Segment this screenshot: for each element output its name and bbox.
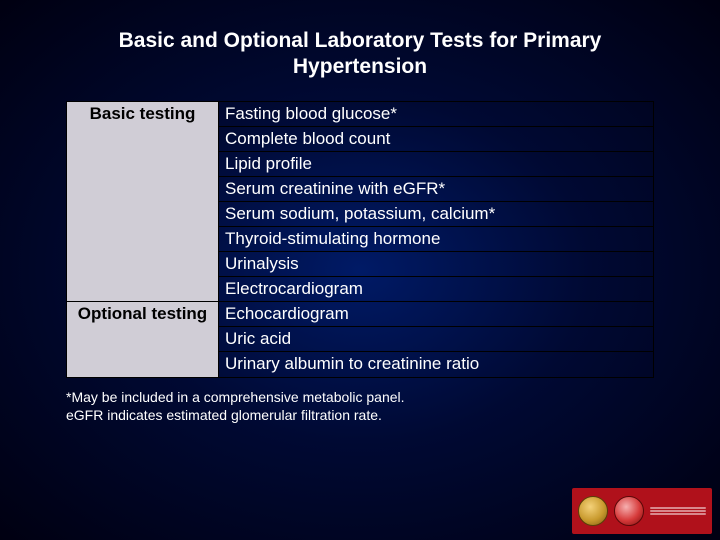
footnote-line-2: eGFR indicates estimated glomerular filt… — [66, 406, 654, 424]
footnote-line-1: *May be included in a comprehensive meta… — [66, 388, 654, 406]
test-cell: Electrocardiogram — [219, 277, 654, 302]
section-header: Basic testing — [67, 101, 219, 302]
test-cell: Uric acid — [219, 327, 654, 352]
test-cell: Complete blood count — [219, 126, 654, 151]
test-cell: Urinary albumin to creatinine ratio — [219, 352, 654, 377]
footer-badge — [572, 488, 712, 534]
badge-text-line — [650, 507, 706, 509]
test-cell: Urinalysis — [219, 252, 654, 277]
test-cell: Thyroid-stimulating hormone — [219, 226, 654, 251]
footnote: *May be included in a comprehensive meta… — [66, 388, 654, 424]
test-cell: Serum sodium, potassium, calcium* — [219, 201, 654, 226]
slide-title: Basic and Optional Laboratory Tests for … — [0, 0, 720, 95]
seal-icon — [578, 496, 608, 526]
lab-tests-table: Basic testingFasting blood glucose*Compl… — [66, 101, 654, 378]
table-body: Basic testingFasting blood glucose*Compl… — [67, 101, 654, 377]
badge-text-line — [650, 510, 706, 512]
badge-text-placeholder — [650, 507, 706, 515]
test-cell: Fasting blood glucose* — [219, 101, 654, 126]
table-row: Optional testingEchocardiogram — [67, 302, 654, 327]
section-header: Optional testing — [67, 302, 219, 377]
badge-text-line — [650, 513, 706, 515]
test-cell: Echocardiogram — [219, 302, 654, 327]
test-cell: Serum creatinine with eGFR* — [219, 176, 654, 201]
table-row: Basic testingFasting blood glucose* — [67, 101, 654, 126]
test-cell: Lipid profile — [219, 151, 654, 176]
seal-icon — [614, 496, 644, 526]
